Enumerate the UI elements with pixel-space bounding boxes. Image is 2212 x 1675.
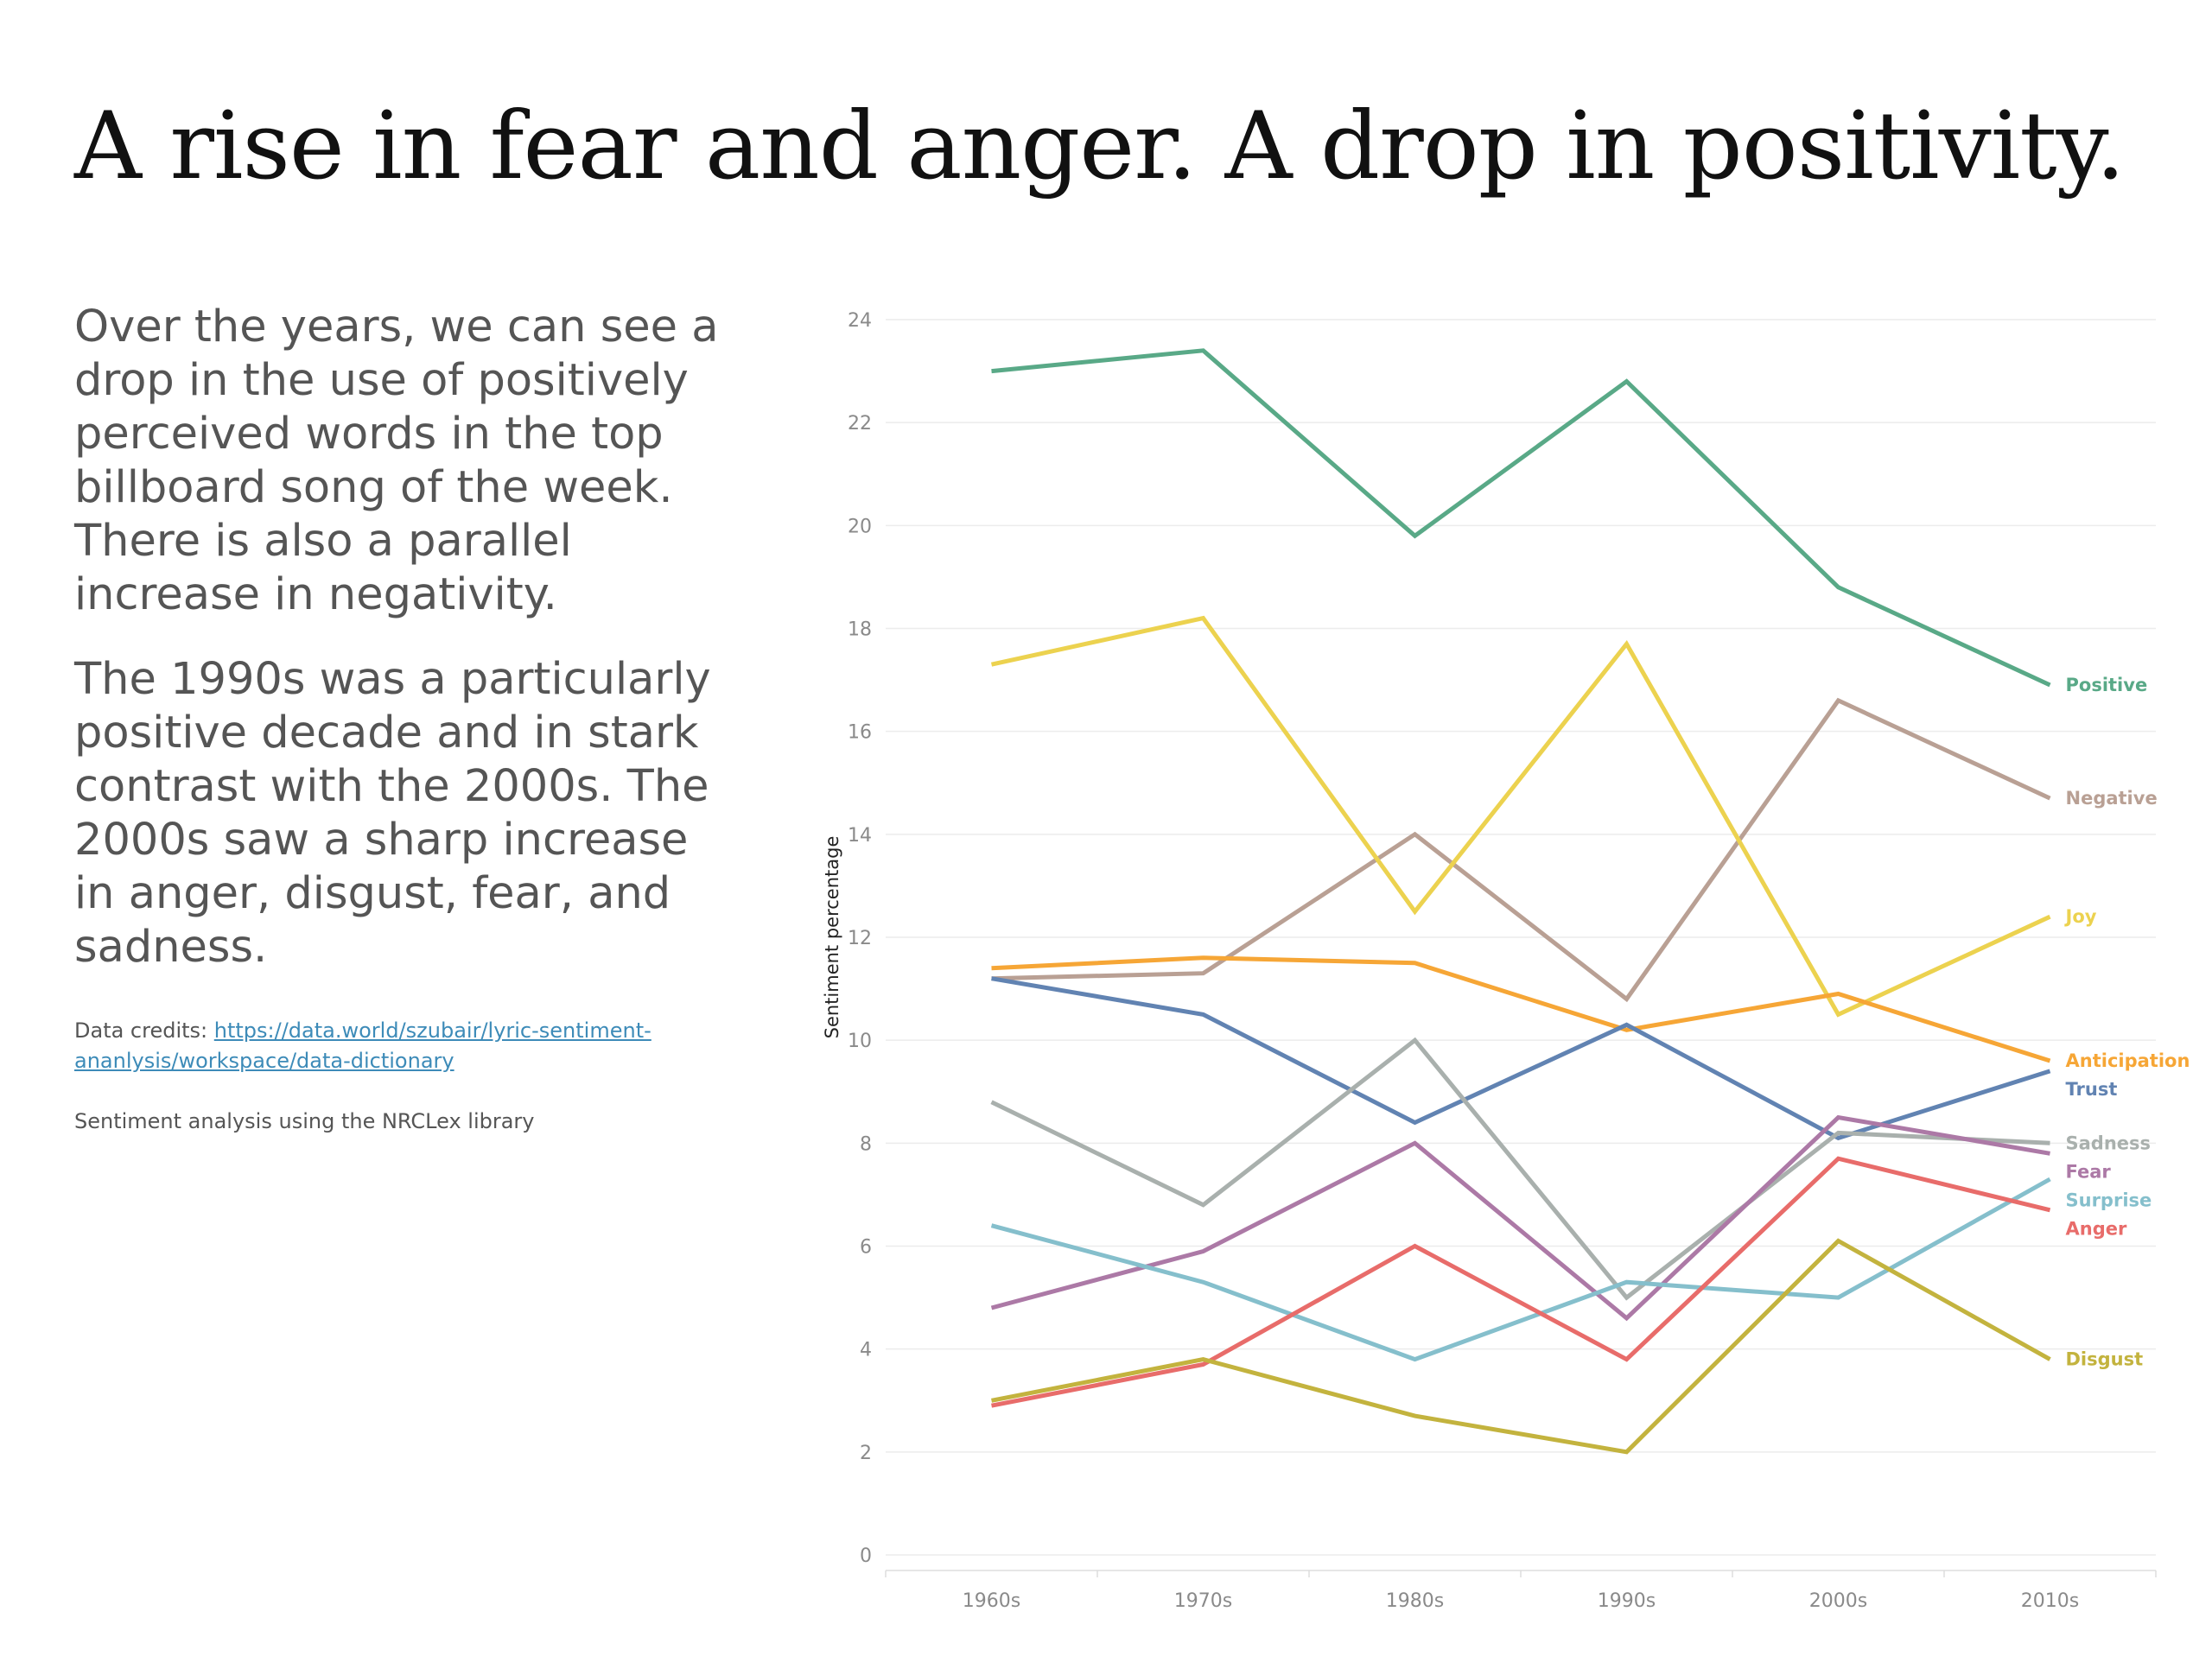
data-credits-label: Data credits:: [74, 1018, 214, 1043]
y-tick-label: 8: [860, 1133, 872, 1155]
series-labels: Positive Negative Joy Anticipation Trust Sadn…: [2064, 675, 2190, 1370]
y-tick-label: 4: [860, 1340, 872, 1361]
method-note: Sentiment analysis using the NRCLex libr…: [74, 1109, 535, 1133]
series-lines: [990, 348, 2051, 1455]
x-tick-label: 2010s: [2021, 1590, 2079, 1612]
series-label-surprise: Surprise: [2066, 1190, 2152, 1210]
series-label-anticipation: Anticipation: [2066, 1050, 2190, 1071]
x-tick-label: 1960s: [963, 1590, 1020, 1612]
sentiment-line-chart: Sentiment percentage 0246810121416182022…: [822, 310, 2190, 1612]
series-label-fear: Fear: [2066, 1161, 2112, 1182]
y-tick-label: 18: [848, 619, 872, 641]
series-label-trust: Trust: [2066, 1079, 2118, 1100]
x-tick-label: 1970s: [1174, 1590, 1232, 1612]
y-tick-label: 12: [848, 928, 872, 949]
x-tick-label: 2000s: [1809, 1590, 1867, 1612]
series-label-disgust: Disgust: [2066, 1349, 2144, 1370]
series-line-disgust: [991, 1238, 2051, 1455]
y-tick-label: 10: [848, 1031, 872, 1052]
y-tick-label: 2: [860, 1443, 872, 1464]
y-axis-title: Sentiment percentage: [822, 836, 842, 1039]
data-credits-link[interactable]: https://data.world/szubair/lyric-sentime…: [74, 1018, 652, 1073]
series-line-sadness: [990, 1037, 2050, 1301]
series-line-positive: [991, 348, 2051, 688]
data-credits: Data credits: https://data.world/szubair…: [74, 1016, 731, 1076]
y-tick-label: 24: [848, 310, 872, 332]
grid-lines: [886, 319, 2156, 1556]
series-line-anticipation: [991, 955, 2051, 1063]
y-tick-label: 14: [848, 825, 872, 847]
y-tick-label: 0: [860, 1545, 872, 1567]
series-label-sadness: Sadness: [2066, 1133, 2152, 1153]
y-tick-label: 16: [848, 722, 872, 744]
story-paragraph-1: Over the years, we can see a drop in the…: [74, 301, 719, 620]
x-tick-label: 1990s: [1598, 1590, 1656, 1612]
series-label-negative: Negative: [2066, 788, 2158, 809]
y-tick-label: 6: [860, 1237, 872, 1259]
x-tick-label: 1980s: [1386, 1590, 1444, 1612]
axes: Sentiment percentage 0246810121416182022…: [822, 310, 2157, 1612]
story-paragraph-2: The 1990s was a particularly positive de…: [74, 654, 711, 973]
series-label-positive: Positive: [2066, 675, 2148, 695]
series-line-negative: [991, 697, 2051, 1003]
series-line-fear: [990, 1114, 2050, 1322]
y-tick-label: 20: [848, 516, 872, 537]
page-title: A rise in fear and anger. A drop in posi…: [74, 92, 2126, 200]
series-line-surprise: [990, 1177, 2051, 1362]
series-line-trust: [991, 976, 2051, 1141]
series-label-joy: Joy: [2064, 906, 2097, 927]
series-line-anger: [991, 1156, 2051, 1408]
series-line-joy: [990, 615, 2051, 1018]
series-label-anger: Anger: [2066, 1218, 2127, 1239]
y-tick-label: 22: [848, 413, 872, 435]
story-panel: Over the years, we can see a drop in the…: [74, 301, 731, 1133]
